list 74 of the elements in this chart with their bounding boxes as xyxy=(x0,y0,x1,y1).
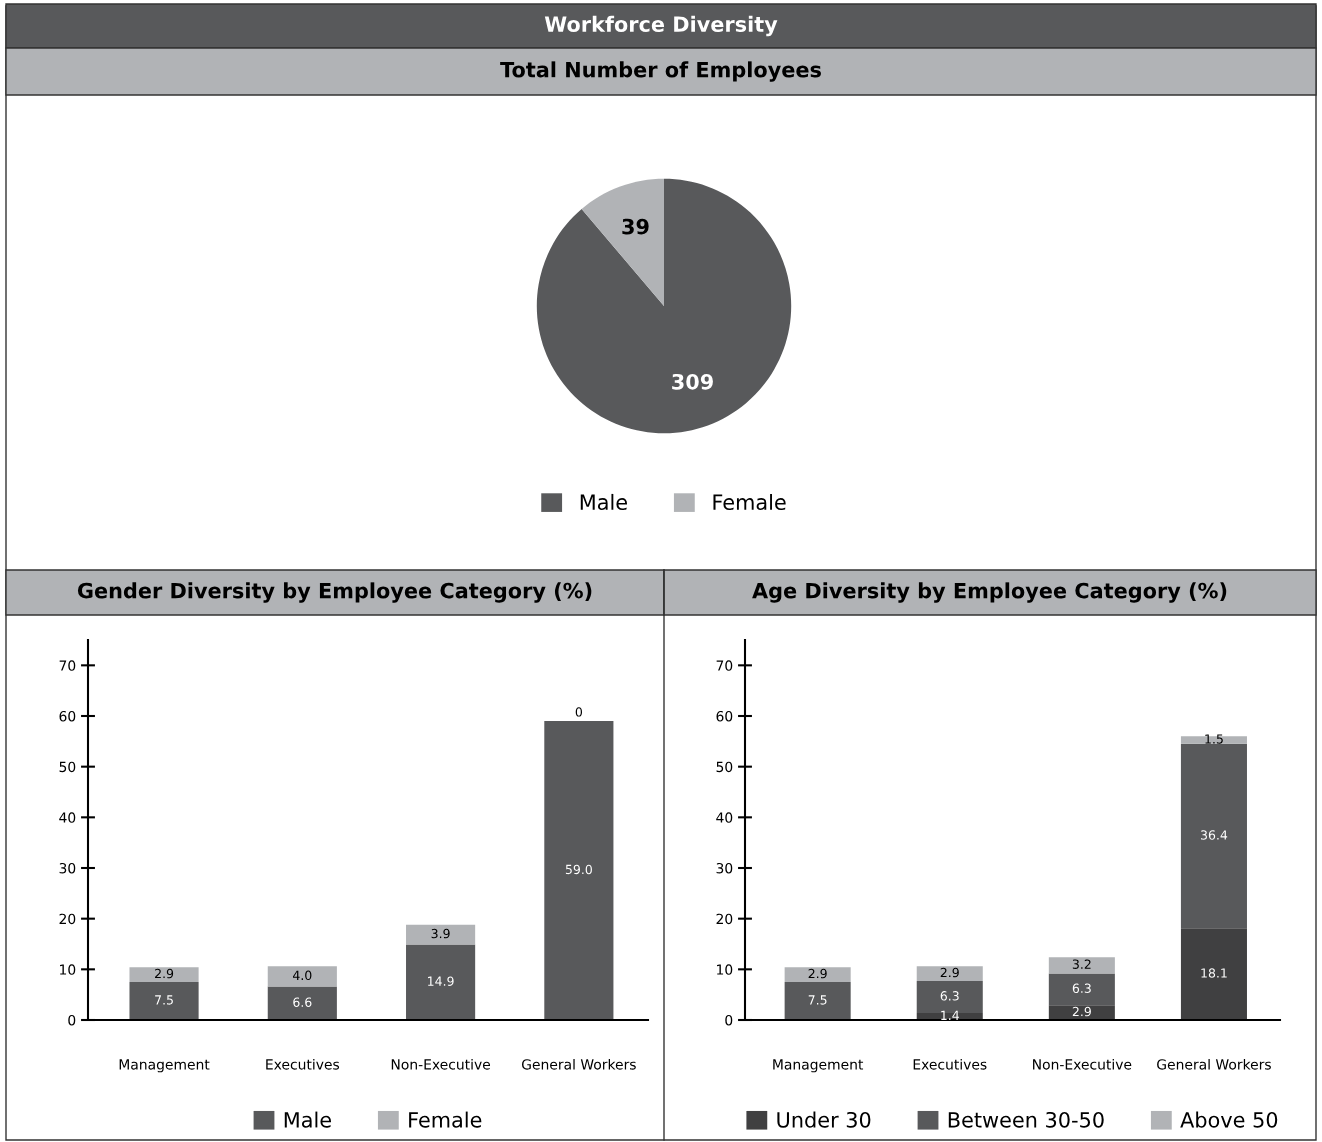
data-label: 7.5 xyxy=(155,995,173,1005)
legend-label: Female xyxy=(409,1111,482,1128)
chart-title: Age Diversity by Employee Category (%) xyxy=(752,582,1227,603)
data-label: 309 xyxy=(672,373,713,390)
bar xyxy=(784,967,851,982)
y-tick-label: 60 xyxy=(716,710,733,722)
chart-subtitle: Total Number of Employees xyxy=(500,61,821,82)
chart-title: Workforce Diversity xyxy=(544,15,778,37)
chart-title: Gender Diversity by Employee Category (%) xyxy=(77,582,592,603)
data-label: 7.5 xyxy=(808,995,827,1005)
bar xyxy=(916,966,983,981)
pie-slice xyxy=(581,178,664,306)
data-label: 2.9 xyxy=(1072,1006,1091,1017)
y-tick-label: 20 xyxy=(716,913,733,925)
bar xyxy=(544,721,614,1020)
data-label: 59.0 xyxy=(565,864,592,875)
x-tick-label: Non-Executive xyxy=(1033,1058,1132,1070)
bar xyxy=(1048,957,1115,974)
data-label: 6.3 xyxy=(1072,983,1091,993)
data-label: 39 xyxy=(622,218,649,235)
bar xyxy=(1048,973,1115,1006)
bar xyxy=(129,982,199,1020)
bar xyxy=(406,924,476,945)
bar xyxy=(1180,743,1247,929)
y-tick-label: 40 xyxy=(59,812,76,823)
y-tick-label: 20 xyxy=(59,913,76,925)
legend-label: Above 50 xyxy=(1180,1111,1278,1128)
data-label: 1.4 xyxy=(941,1010,959,1020)
bar xyxy=(1048,1005,1115,1020)
data-label: 3.2 xyxy=(1072,959,1091,969)
data-label: 36.4 xyxy=(1200,830,1228,840)
data-label: 2.9 xyxy=(940,967,959,978)
data-label: 18.1 xyxy=(1201,968,1227,978)
legend-label: Under 30 xyxy=(777,1111,871,1128)
y-tick-label: 10 xyxy=(60,964,76,975)
bar xyxy=(406,944,476,1020)
legend-label: Male xyxy=(580,493,627,511)
bar xyxy=(267,966,337,987)
bar xyxy=(267,986,337,1020)
x-tick-label: Non-Executive xyxy=(391,1058,491,1070)
data-label: 2.9 xyxy=(808,968,827,979)
x-tick-label: General Workers xyxy=(1157,1058,1271,1070)
data-label: 2.9 xyxy=(155,968,174,979)
bar xyxy=(1180,928,1247,1020)
x-tick-label: Executives xyxy=(266,1058,340,1070)
bar xyxy=(129,967,199,982)
x-tick-label: Management xyxy=(773,1059,864,1073)
y-tick-label: 40 xyxy=(716,812,733,823)
y-tick-label: 60 xyxy=(59,710,76,722)
y-tick-label: 10 xyxy=(717,964,733,975)
y-tick-label: 30 xyxy=(716,862,733,874)
pie-slice xyxy=(536,178,792,434)
legend-label: Male xyxy=(284,1111,331,1128)
data-label: 3.9 xyxy=(431,928,450,939)
y-tick-label: 50 xyxy=(716,761,733,773)
data-label: 0 xyxy=(575,707,583,717)
y-tick-label: 0 xyxy=(68,1014,76,1026)
data-label: 14.9 xyxy=(428,976,454,986)
y-tick-label: 30 xyxy=(59,862,76,874)
y-tick-label: 50 xyxy=(59,761,76,773)
x-tick-label: Management xyxy=(119,1059,210,1073)
data-label: 6.3 xyxy=(940,991,959,1001)
y-tick-label: 70 xyxy=(59,660,76,671)
data-label: 1.5 xyxy=(1205,734,1223,744)
data-label: 6.6 xyxy=(293,997,312,1007)
x-tick-label: Executives xyxy=(913,1058,987,1070)
x-tick-label: General Workers xyxy=(521,1058,636,1070)
y-tick-label: 0 xyxy=(725,1014,733,1026)
data-label: 4.0 xyxy=(292,970,312,981)
legend-label: Between 30-50 xyxy=(948,1111,1104,1128)
bar xyxy=(1180,736,1247,744)
legend-label: Female xyxy=(713,493,786,511)
y-tick-label: 70 xyxy=(716,660,733,671)
bar xyxy=(784,982,851,1020)
